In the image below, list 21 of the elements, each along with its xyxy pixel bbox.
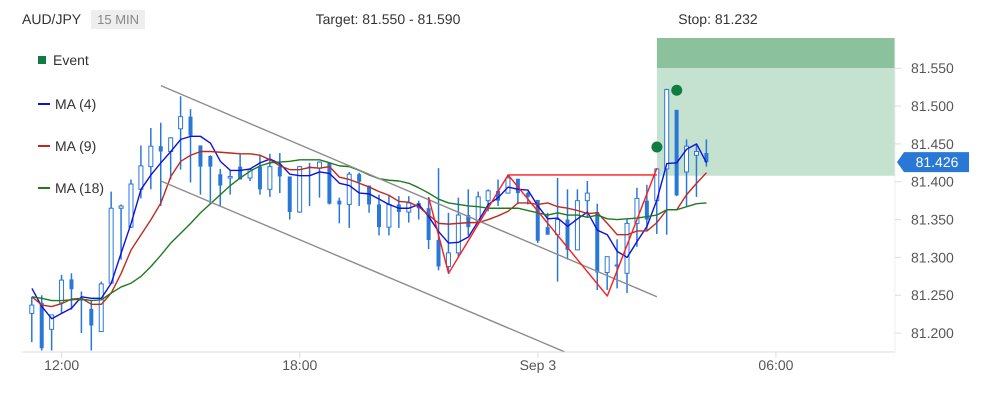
y-tick-label: 81.450	[911, 136, 954, 152]
x-tick-label: 18:00	[282, 356, 318, 373]
y-tick-label: 81.300	[911, 249, 954, 266]
legend-label: MA (18)	[55, 180, 104, 196]
legend-label: Event	[53, 52, 89, 68]
y-tick-label: 81.200	[911, 325, 954, 342]
y-tick-label: 81.500	[911, 98, 954, 114]
text: 81.426	[916, 154, 959, 170]
y-tick-label: 81.400	[911, 174, 954, 190]
x-tick-label: 12:00	[44, 356, 80, 373]
x-tick-label: 06:00	[758, 356, 794, 373]
text: Target: 81.550 - 81.590	[316, 10, 460, 29]
x-tick-label: Sep 3	[520, 356, 556, 373]
chart-subtitle: 15 MIN	[91, 10, 146, 28]
chart-title: AUD/JPY	[22, 11, 82, 27]
y-tick-label: 81.550	[911, 60, 954, 76]
legend-label: MA (4)	[55, 96, 96, 112]
y-tick-label: 81.350	[911, 212, 954, 228]
legend-label: MA (9)	[55, 138, 96, 154]
y-tick-label: 81.250	[911, 287, 954, 304]
text: Stop: 81.232	[678, 10, 758, 29]
